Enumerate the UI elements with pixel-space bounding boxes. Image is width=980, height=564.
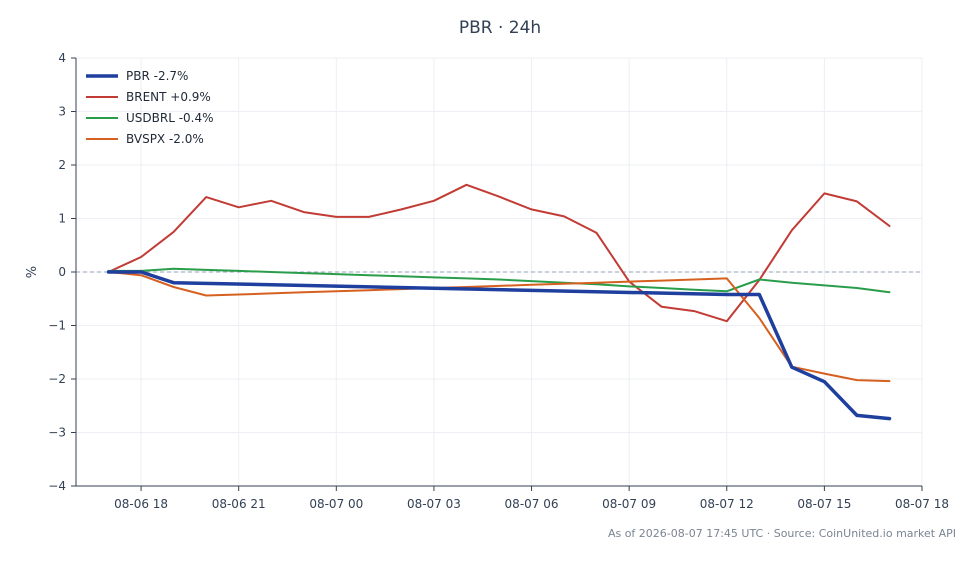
y-axis-label: % bbox=[25, 266, 40, 278]
y-tick-label: 1 bbox=[58, 212, 66, 226]
chart-title: PBR · 24h bbox=[458, 18, 542, 38]
y-tick-label: −2 bbox=[48, 372, 66, 386]
legend-label: BRENT +0.9% bbox=[126, 90, 211, 104]
series-line-3 bbox=[107, 271, 891, 383]
x-tick-label: 08-07 00 bbox=[309, 497, 363, 511]
series-lines bbox=[106, 183, 892, 421]
source-note: As of 2026-08-07 17:45 UTC · Source: Coi… bbox=[607, 527, 956, 540]
y-tick-label: 4 bbox=[58, 51, 66, 65]
legend-label: USDBRL -0.4% bbox=[126, 111, 214, 125]
series-line-2 bbox=[107, 267, 891, 294]
legend: PBR -2.7% BRENT +0.9% USDBRL -0.4% BVSPX -2… bbox=[86, 69, 214, 146]
y-tick-label: −3 bbox=[48, 426, 66, 440]
y-tick-label: −1 bbox=[48, 319, 66, 333]
series-line-0 bbox=[106, 270, 892, 421]
x-tick-label: 08-07 06 bbox=[505, 497, 559, 511]
axes: −4 −3 −2 −1 0 1 2 3 4 08-06 18 08-06 21 08-07 00 08-… bbox=[25, 51, 949, 511]
legend-label: PBR -2.7% bbox=[126, 69, 188, 83]
series-line-1 bbox=[107, 183, 891, 323]
y-tick-label: 3 bbox=[58, 105, 66, 119]
x-tick-label: 08-07 03 bbox=[407, 497, 461, 511]
x-tick-label: 08-07 15 bbox=[797, 497, 851, 511]
x-tick-label: 08-06 21 bbox=[212, 497, 266, 511]
y-tick-label: −4 bbox=[48, 479, 66, 493]
y-tick-label: 2 bbox=[58, 158, 66, 172]
x-tick-label: 08-07 12 bbox=[700, 497, 754, 511]
x-tick-label: 08-06 18 bbox=[114, 497, 168, 511]
legend-label: BVSPX -2.0% bbox=[126, 132, 204, 146]
y-tick-label: 0 bbox=[58, 265, 66, 279]
x-tick-label: 08-07 18 bbox=[895, 497, 949, 511]
x-tick-label: 08-07 09 bbox=[602, 497, 656, 511]
